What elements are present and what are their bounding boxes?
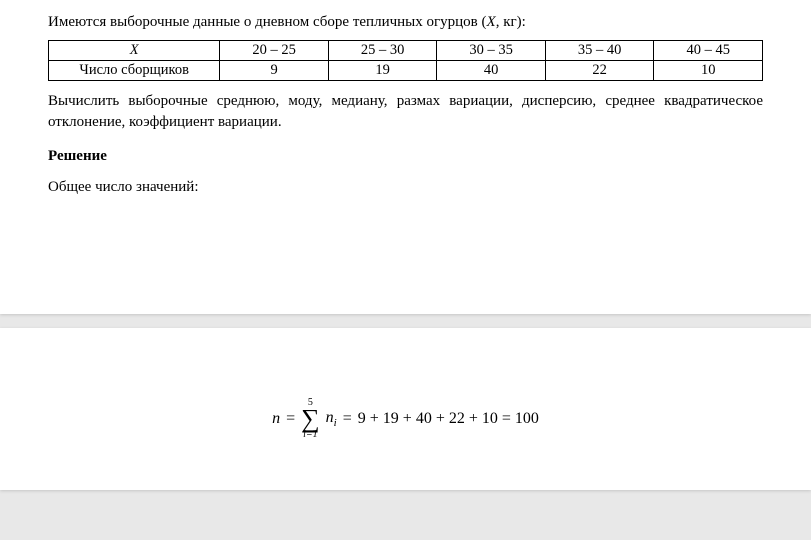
term-base: n (326, 409, 334, 426)
page-top: Имеются выборочные данные о дневном сбор… (0, 0, 811, 314)
data-table: X 20 – 25 25 – 30 30 – 35 35 – 40 40 – 4… (48, 40, 763, 81)
table-cell: 22 (545, 61, 654, 81)
formula-rhs: 9 + 19 + 40 + 22 + 10 = 100 (358, 410, 539, 428)
table-row: X 20 – 25 25 – 30 30 – 35 35 – 40 40 – 4… (49, 41, 763, 61)
table-cell: 40 – 45 (654, 41, 763, 61)
formula-eq2: = (343, 410, 352, 428)
formula-block: n = 5 ∑ i=1 ni = 9 + 19 + 40 + 22 + 10 =… (48, 398, 763, 440)
formula-eq: = (286, 410, 295, 428)
intro-suffix: , кг): (496, 14, 526, 30)
intro-paragraph: Имеются выборочные данные о дневном сбор… (48, 12, 763, 32)
sigma-icon: 5 ∑ i=1 (301, 398, 320, 440)
table-row: Число сборщиков 9 19 40 22 10 (49, 61, 763, 81)
page-bottom: n = 5 ∑ i=1 ni = 9 + 19 + 40 + 22 + 10 =… (0, 328, 811, 490)
table-cell: 20 – 25 (220, 41, 329, 61)
sigma-symbol: ∑ (301, 406, 320, 432)
sigma-lower: i=1 (303, 430, 318, 440)
table-cell: 9 (220, 61, 329, 81)
cell-text: X (130, 42, 139, 58)
solution-heading: Решение (48, 148, 763, 165)
table-cell: 35 – 40 (545, 41, 654, 61)
table-cell: 30 – 35 (437, 41, 546, 61)
intro-var: X (487, 14, 496, 30)
table-cell: 19 (328, 61, 437, 81)
formula-n: n (272, 410, 280, 428)
formula-inline: n = 5 ∑ i=1 ni = 9 + 19 + 40 + 22 + 10 =… (272, 398, 539, 440)
intro-prefix: Имеются выборочные данные о дневном сбор… (48, 14, 487, 30)
task-paragraph: Вычислить выборочные среднюю, моду, меди… (48, 91, 763, 132)
table-cell: Число сборщиков (49, 61, 220, 81)
formula-term: ni (326, 409, 337, 429)
total-label: Общее число значений: (48, 179, 763, 196)
term-sub: i (334, 417, 337, 429)
table-cell: 10 (654, 61, 763, 81)
table-cell: 25 – 30 (328, 41, 437, 61)
table-cell: 40 (437, 61, 546, 81)
table-cell: X (49, 41, 220, 61)
